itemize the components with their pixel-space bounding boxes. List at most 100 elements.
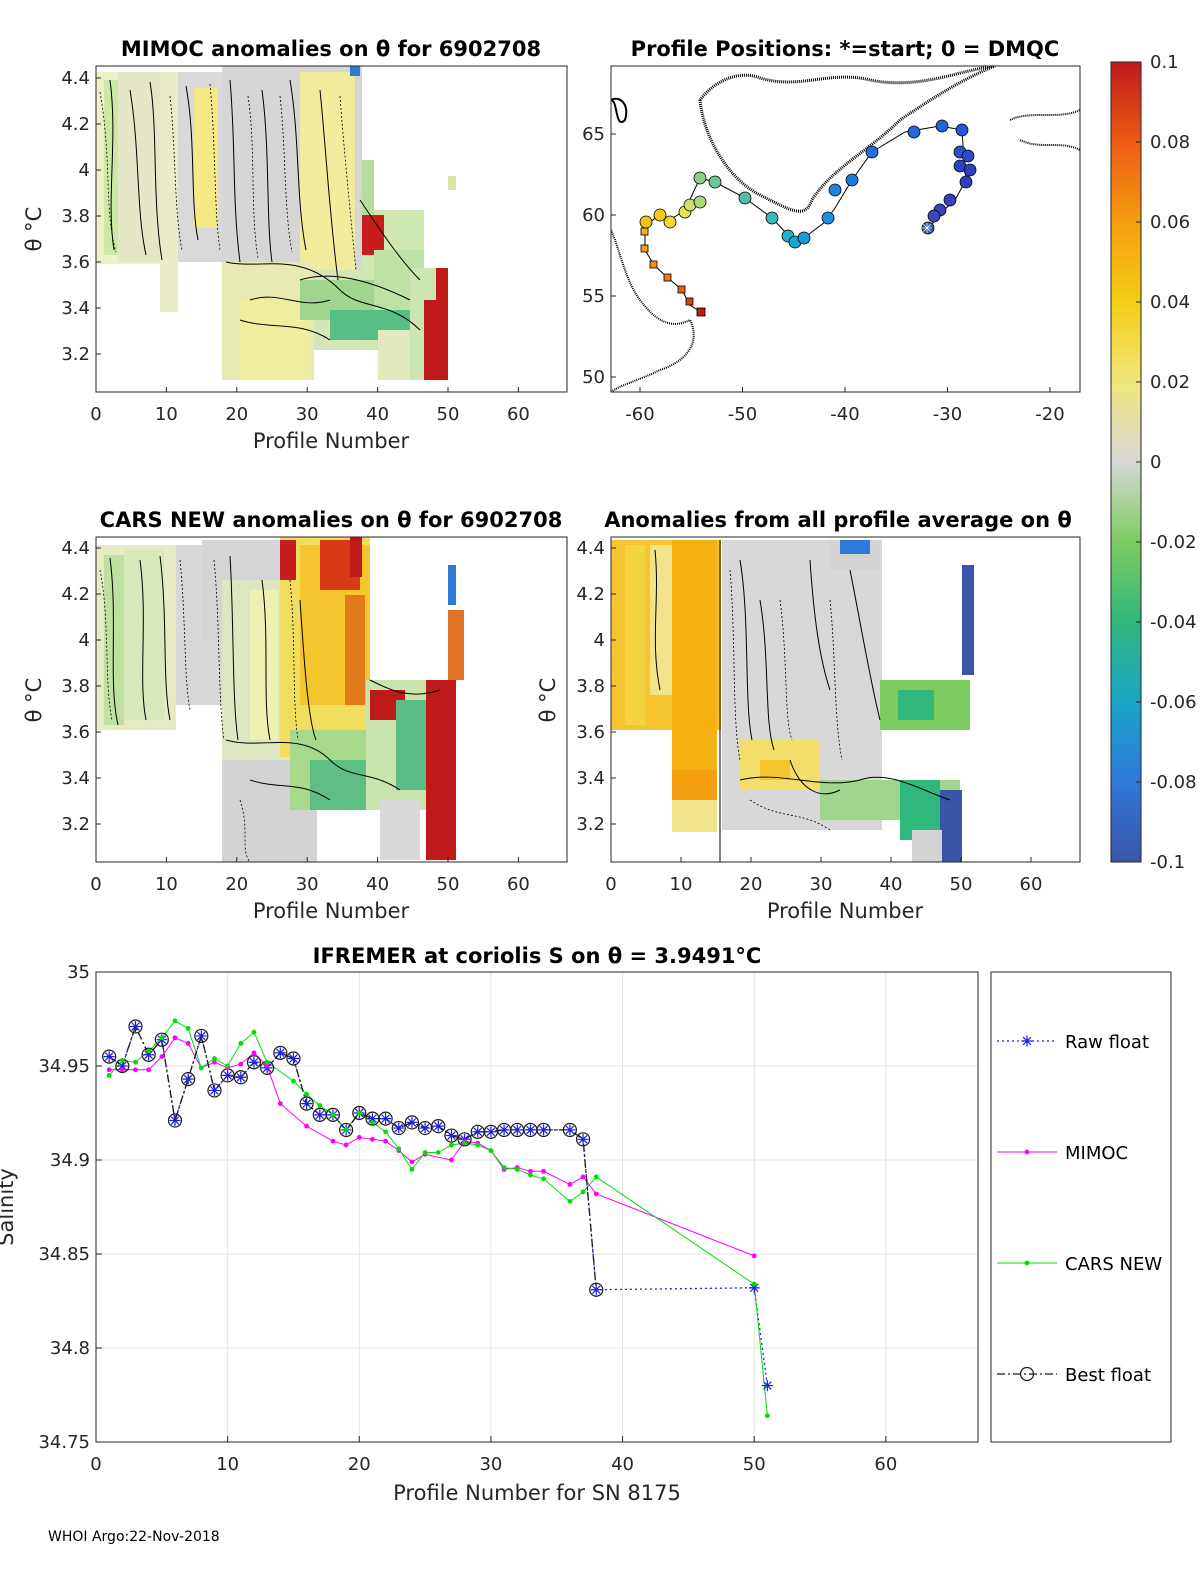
cars-xlabel: Profile Number	[253, 899, 410, 923]
raw-float-point	[590, 1284, 602, 1296]
avg-panel: Anomalies from all profile average on θ …	[536, 508, 1081, 923]
cars-new-point	[593, 1174, 599, 1180]
mimoc-point	[212, 1059, 217, 1065]
raw-float-point	[445, 1130, 457, 1142]
cars-ytick: 4.2	[61, 584, 90, 605]
cars-xtick: 0	[90, 874, 101, 895]
cars-ytick: 3.6	[61, 722, 90, 743]
cars-new-point	[343, 1127, 349, 1133]
avg-ytick: 4.2	[576, 584, 605, 605]
best-float-point	[233, 1070, 248, 1085]
best-float-point	[128, 1019, 143, 1034]
mimoc-point	[528, 1168, 533, 1174]
best-float-point	[589, 1282, 604, 1297]
cars-new-point	[238, 1041, 244, 1046]
cars-new-point	[304, 1091, 310, 1097]
cars-new-point	[356, 1110, 362, 1116]
mimoc-xtick: 40	[366, 404, 389, 425]
mimoc-point	[751, 1253, 757, 1259]
mimoc-point	[264, 1063, 270, 1069]
raw-float-point	[498, 1124, 510, 1136]
colorbar-tick: 0.06	[1150, 212, 1190, 233]
best-float-point	[352, 1105, 367, 1121]
mimoc-xtick: 20	[225, 404, 248, 425]
legend-box	[990, 971, 1172, 1443]
best-float-point	[141, 1047, 156, 1062]
best-float-point	[207, 1083, 222, 1098]
cars-heatmap	[96, 537, 464, 862]
raw-float-point	[472, 1126, 484, 1138]
cars-xtick: 50	[437, 874, 460, 895]
chart-xtick: 10	[216, 1454, 239, 1475]
mimoc-point	[304, 1123, 310, 1129]
best-float-point	[404, 1115, 420, 1130]
raw-float-point	[564, 1124, 576, 1136]
cars-new-point	[159, 1035, 165, 1041]
cars-ytick: 4.4	[61, 538, 90, 559]
positions-title: Profile Positions: *=start; 0 = DMQC	[631, 37, 1060, 61]
mimoc-ylabel: θ °C	[22, 207, 46, 252]
cars-new-point	[146, 1048, 152, 1054]
chart-ylabel: Salinity	[0, 1168, 18, 1246]
cars-new-point	[528, 1172, 533, 1178]
best-float-point	[273, 1045, 288, 1060]
raw-float-point	[485, 1126, 497, 1138]
colorbar-tick: -0.08	[1150, 772, 1197, 793]
raw-float-point	[432, 1120, 444, 1132]
mimoc-point	[383, 1138, 389, 1144]
cars-panel: CARS NEW anomalies on θ for 6902708	[22, 508, 568, 923]
mimoc-ytick: 3.4	[61, 298, 90, 319]
colorbar-tick: 0.1	[1150, 52, 1179, 73]
chart-ytick: 34.85	[38, 1244, 90, 1265]
raw-float-point	[419, 1122, 431, 1134]
avg-xtick: 60	[1020, 874, 1043, 895]
best-float-point	[483, 1124, 499, 1139]
best-float-point	[444, 1128, 459, 1143]
cars-ytick: 3.4	[61, 768, 90, 789]
avg-ylabel: θ °C	[536, 678, 560, 723]
chart-xtick: 0	[90, 1454, 101, 1475]
best-float-point	[510, 1122, 525, 1138]
avg-xtick: 40	[880, 874, 903, 895]
cars-new-point	[133, 1059, 138, 1065]
mimoc-point	[449, 1157, 454, 1163]
mimoc-point	[580, 1174, 586, 1180]
avg-ytick: 3.8	[576, 676, 605, 697]
cars-new-point	[409, 1167, 415, 1172]
colorbar-tick: 0.08	[1150, 132, 1190, 153]
cars-new-point	[317, 1103, 323, 1108]
best-float-legend-point	[1019, 1366, 1035, 1382]
raw-float-point	[524, 1124, 536, 1136]
best-float-point	[457, 1132, 472, 1147]
best-float-point	[325, 1107, 341, 1122]
raw-float-point	[208, 1084, 220, 1096]
cars-new-point	[751, 1281, 757, 1287]
cars-new-point	[422, 1150, 428, 1155]
best-float-point	[299, 1096, 314, 1111]
raw-float-point	[748, 1282, 760, 1294]
best-float-point	[246, 1055, 262, 1070]
chart-ytick: 34.95	[38, 1056, 90, 1077]
chart-ytick: 34.75	[38, 1432, 90, 1453]
best-float-point	[220, 1068, 235, 1083]
cars-ytick: 3.8	[61, 676, 90, 697]
positions-xtick: -30	[933, 404, 962, 425]
mimoc-point	[343, 1142, 349, 1148]
mimoc-ytick: 4	[79, 160, 90, 181]
colorbar-tick: -0.06	[1150, 692, 1197, 713]
best-float-point	[575, 1132, 591, 1147]
legend-label: Best float	[1065, 1365, 1151, 1386]
best-float-point	[536, 1122, 551, 1138]
cars-new-point	[251, 1029, 257, 1035]
colorbar-tick: -0.02	[1150, 532, 1197, 553]
raw-float-point	[393, 1122, 405, 1134]
best-float-point	[496, 1122, 512, 1138]
cars-new-point	[396, 1146, 402, 1152]
legend-label: CARS NEW	[1065, 1254, 1162, 1275]
avg-ytick: 4.4	[576, 538, 605, 559]
positions-xtick: -40	[830, 404, 859, 425]
legend-label: MIMOC	[1065, 1143, 1128, 1164]
mimoc-ytick: 3.8	[61, 206, 90, 227]
mimoc-point	[159, 1054, 165, 1059]
best-float-point	[339, 1122, 354, 1138]
